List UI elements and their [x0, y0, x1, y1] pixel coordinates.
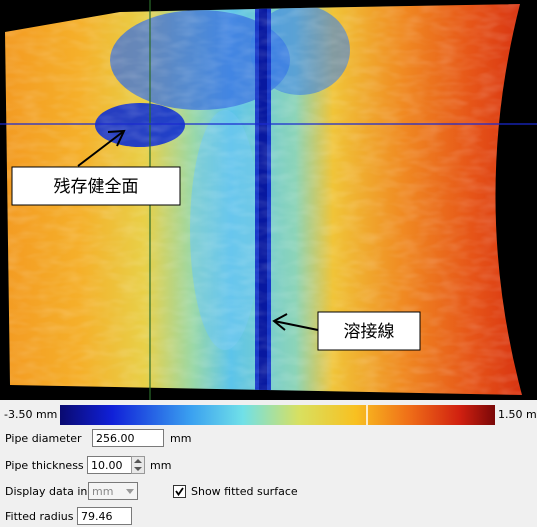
checkbox[interactable] [173, 485, 186, 498]
annotation: 残存健全面 [54, 177, 139, 197]
color-bar [60, 405, 495, 425]
field-label: Pipe diameter [5, 432, 82, 445]
field-label: Fitted radius [5, 510, 73, 523]
scale-max-label: 1.50 mm [498, 408, 537, 421]
checkbox-label[interactable]: Show fitted surface [191, 485, 298, 498]
scan-view: 残存健全面 溶接線 [0, 0, 537, 400]
color-scale [0, 402, 537, 432]
annotation: 溶接線 [344, 322, 395, 342]
field-label: Display data in [5, 485, 87, 498]
spinner[interactable] [131, 456, 145, 474]
app-window: 残存健全面 溶接線 -3.50 mm 1.50 mm Pipe diameter… [0, 0, 537, 527]
unit-label: mm [150, 459, 171, 472]
text-input[interactable]: 256.00 [92, 429, 164, 447]
readonly-field: 79.46 [77, 507, 132, 525]
unit-label: mm [170, 432, 191, 445]
scale-min-label: -3.50 mm [4, 408, 57, 421]
dropdown-arrow[interactable] [124, 483, 136, 499]
field-label: Pipe thickness [5, 459, 84, 472]
